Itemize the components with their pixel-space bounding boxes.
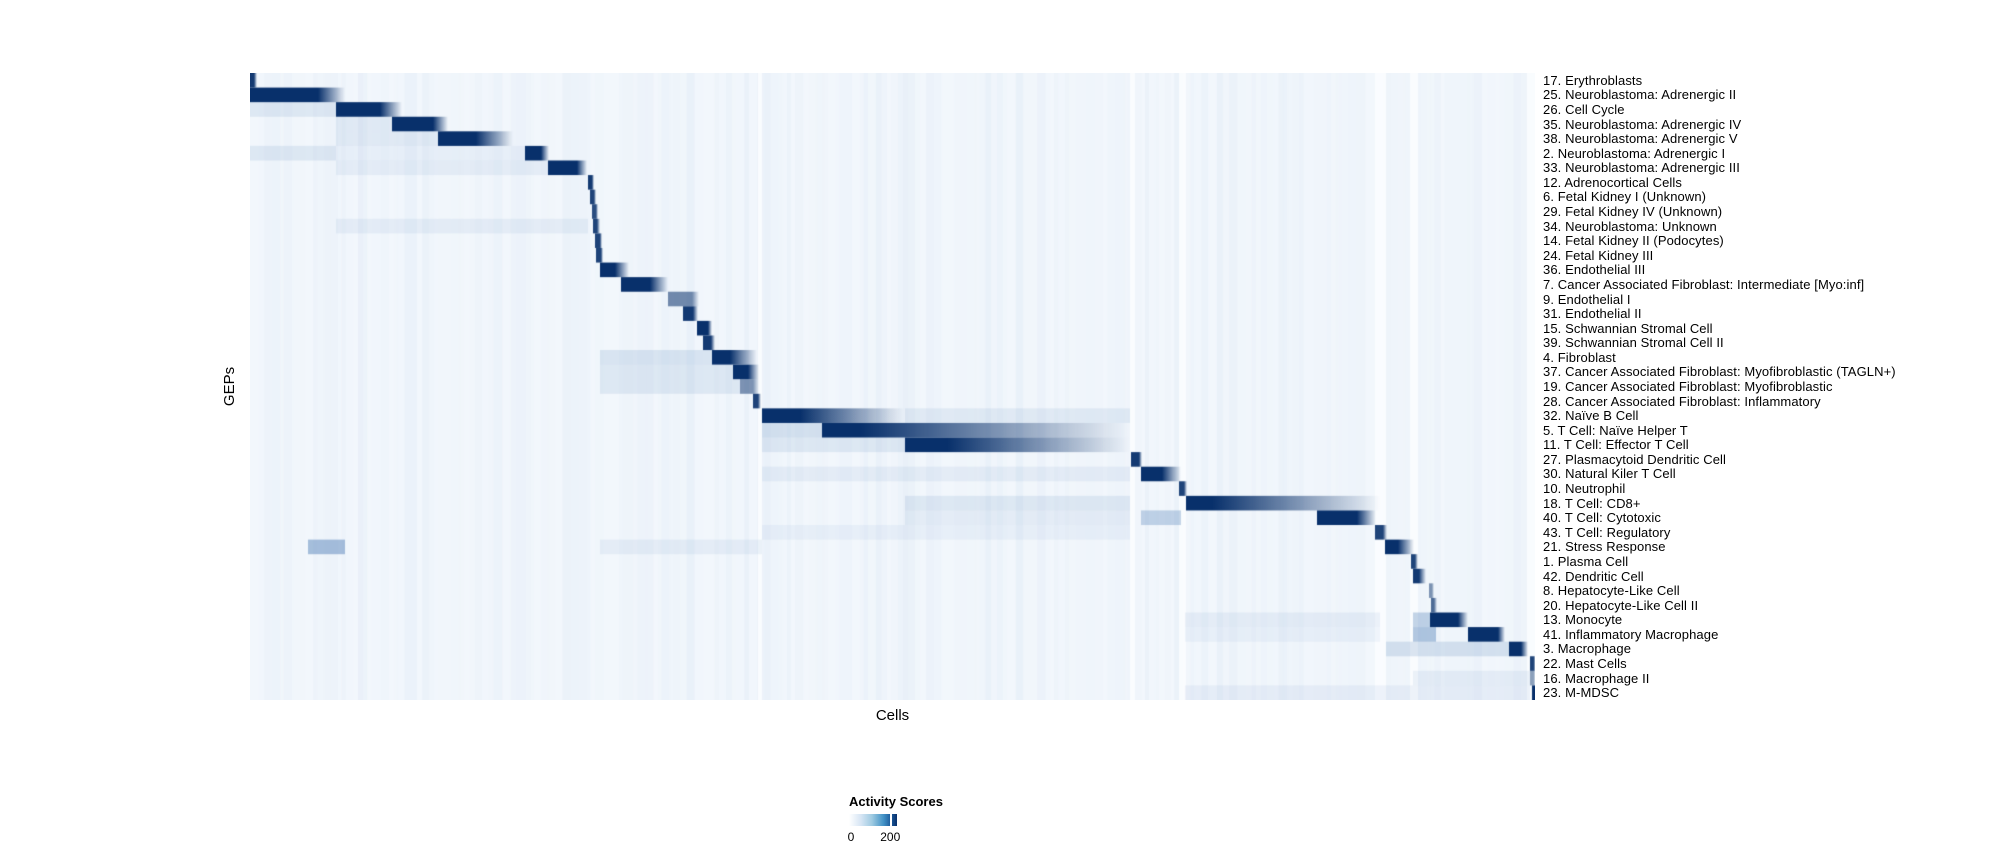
colorbar-tick-labels: 0 200 [847,830,901,844]
colorbar-gradient [849,814,897,826]
row-label: 42. Dendritic Cell [1543,568,1644,584]
row-label: 11. T Cell: Effector T Cell [1543,437,1689,453]
row-label: 34. Neuroblastoma: Unknown [1543,218,1717,234]
legend-title: Activity Scores [849,794,943,809]
row-label: 31. Endothelial II [1543,306,1642,322]
row-label: 17. Erythroblasts [1543,72,1643,88]
row-label: 13. Monocyte [1543,612,1623,628]
row-label: 24. Fetal Kidney III [1543,247,1654,263]
row-label: 32. Naïve B Cell [1543,408,1639,424]
colorbar-tick-min: 0 [847,830,855,844]
row-label: 22. Mast Cells [1543,656,1627,672]
row-label: 41. Inflammatory Macrophage [1543,626,1719,642]
colorbar-tick-mark [890,814,893,826]
row-label: 10. Neutrophil [1543,481,1626,497]
row-label: 12. Adrenocortical Cells [1543,174,1682,190]
x-axis-label: Cells [875,707,910,724]
row-label: 37. Cancer Associated Fibroblast: Myofib… [1543,364,1896,380]
row-label: 25. Neuroblastoma: Adrenergic II [1543,87,1737,103]
row-label: 19. Cancer Associated Fibroblast: Myofib… [1543,379,1833,394]
row-label: 2. Neuroblastoma: Adrenergic I [1543,145,1726,161]
row-label: 9. Endothelial I [1543,291,1631,307]
row-label: 27. Plasmacytoid Dendritic Cell [1543,451,1727,467]
row-label: 40. T Cell: Cytotoxic [1543,510,1661,526]
row-label: 6. Fetal Kidney I (Unknown) [1543,189,1707,205]
row-label: 36. Endothelial III [1543,262,1646,278]
row-label: 28. Cancer Associated Fibroblast: Inflam… [1543,393,1821,409]
row-label: 23. M-MDSC [1543,685,1620,701]
row-label: 14. Fetal Kidney II (Podocytes) [1543,233,1724,249]
row-label: 21. Stress Response [1543,539,1666,555]
row-label: 7. Cancer Associated Fibroblast: Interme… [1543,276,1865,292]
row-label: 43. T Cell: Regulatory [1543,524,1671,540]
row-label: 29. Fetal Kidney IV (Unknown) [1543,204,1723,220]
row-label: 26. Cell Cycle [1543,101,1625,117]
row-label: 30. Natural Kiler T Cell [1543,466,1676,482]
row-label: 1. Plasma Cell [1543,553,1629,569]
colorbar-legend: Activity Scores 0 200 [847,794,1009,844]
y-axis-label: GEPs [221,366,239,407]
y-axis-label-container: GEPs [213,73,247,700]
row-label: 15. Schwannian Stromal Cell [1543,320,1713,336]
row-label: 35. Neuroblastoma: Adrenergic IV [1543,116,1742,132]
colorbar-tick-max: 200 [880,830,901,844]
row-label: 18. T Cell: CD8+ [1543,495,1641,511]
row-label: 5. T Cell: Naïve Helper T [1543,422,1688,438]
row-label: 3. Macrophage [1543,641,1632,657]
heatmap-canvas [250,73,1535,700]
row-label: 16. Macrophage II [1543,670,1650,686]
row-label: 39. Schwannian Stromal Cell II [1543,335,1724,351]
row-labels: 17. Erythroblasts 25. Neuroblastoma: Adre… [1543,73,2003,700]
row-label: 8. Hepatocyte-Like Cell [1543,583,1680,599]
row-label: 38. Neuroblastoma: Adrenergic V [1543,131,1738,147]
row-label: 20. Hepatocyte-Like Cell II [1543,597,1699,613]
row-label: 4. Fibroblast [1543,349,1616,365]
row-label: 33. Neuroblastoma: Adrenergic III [1543,160,1740,176]
